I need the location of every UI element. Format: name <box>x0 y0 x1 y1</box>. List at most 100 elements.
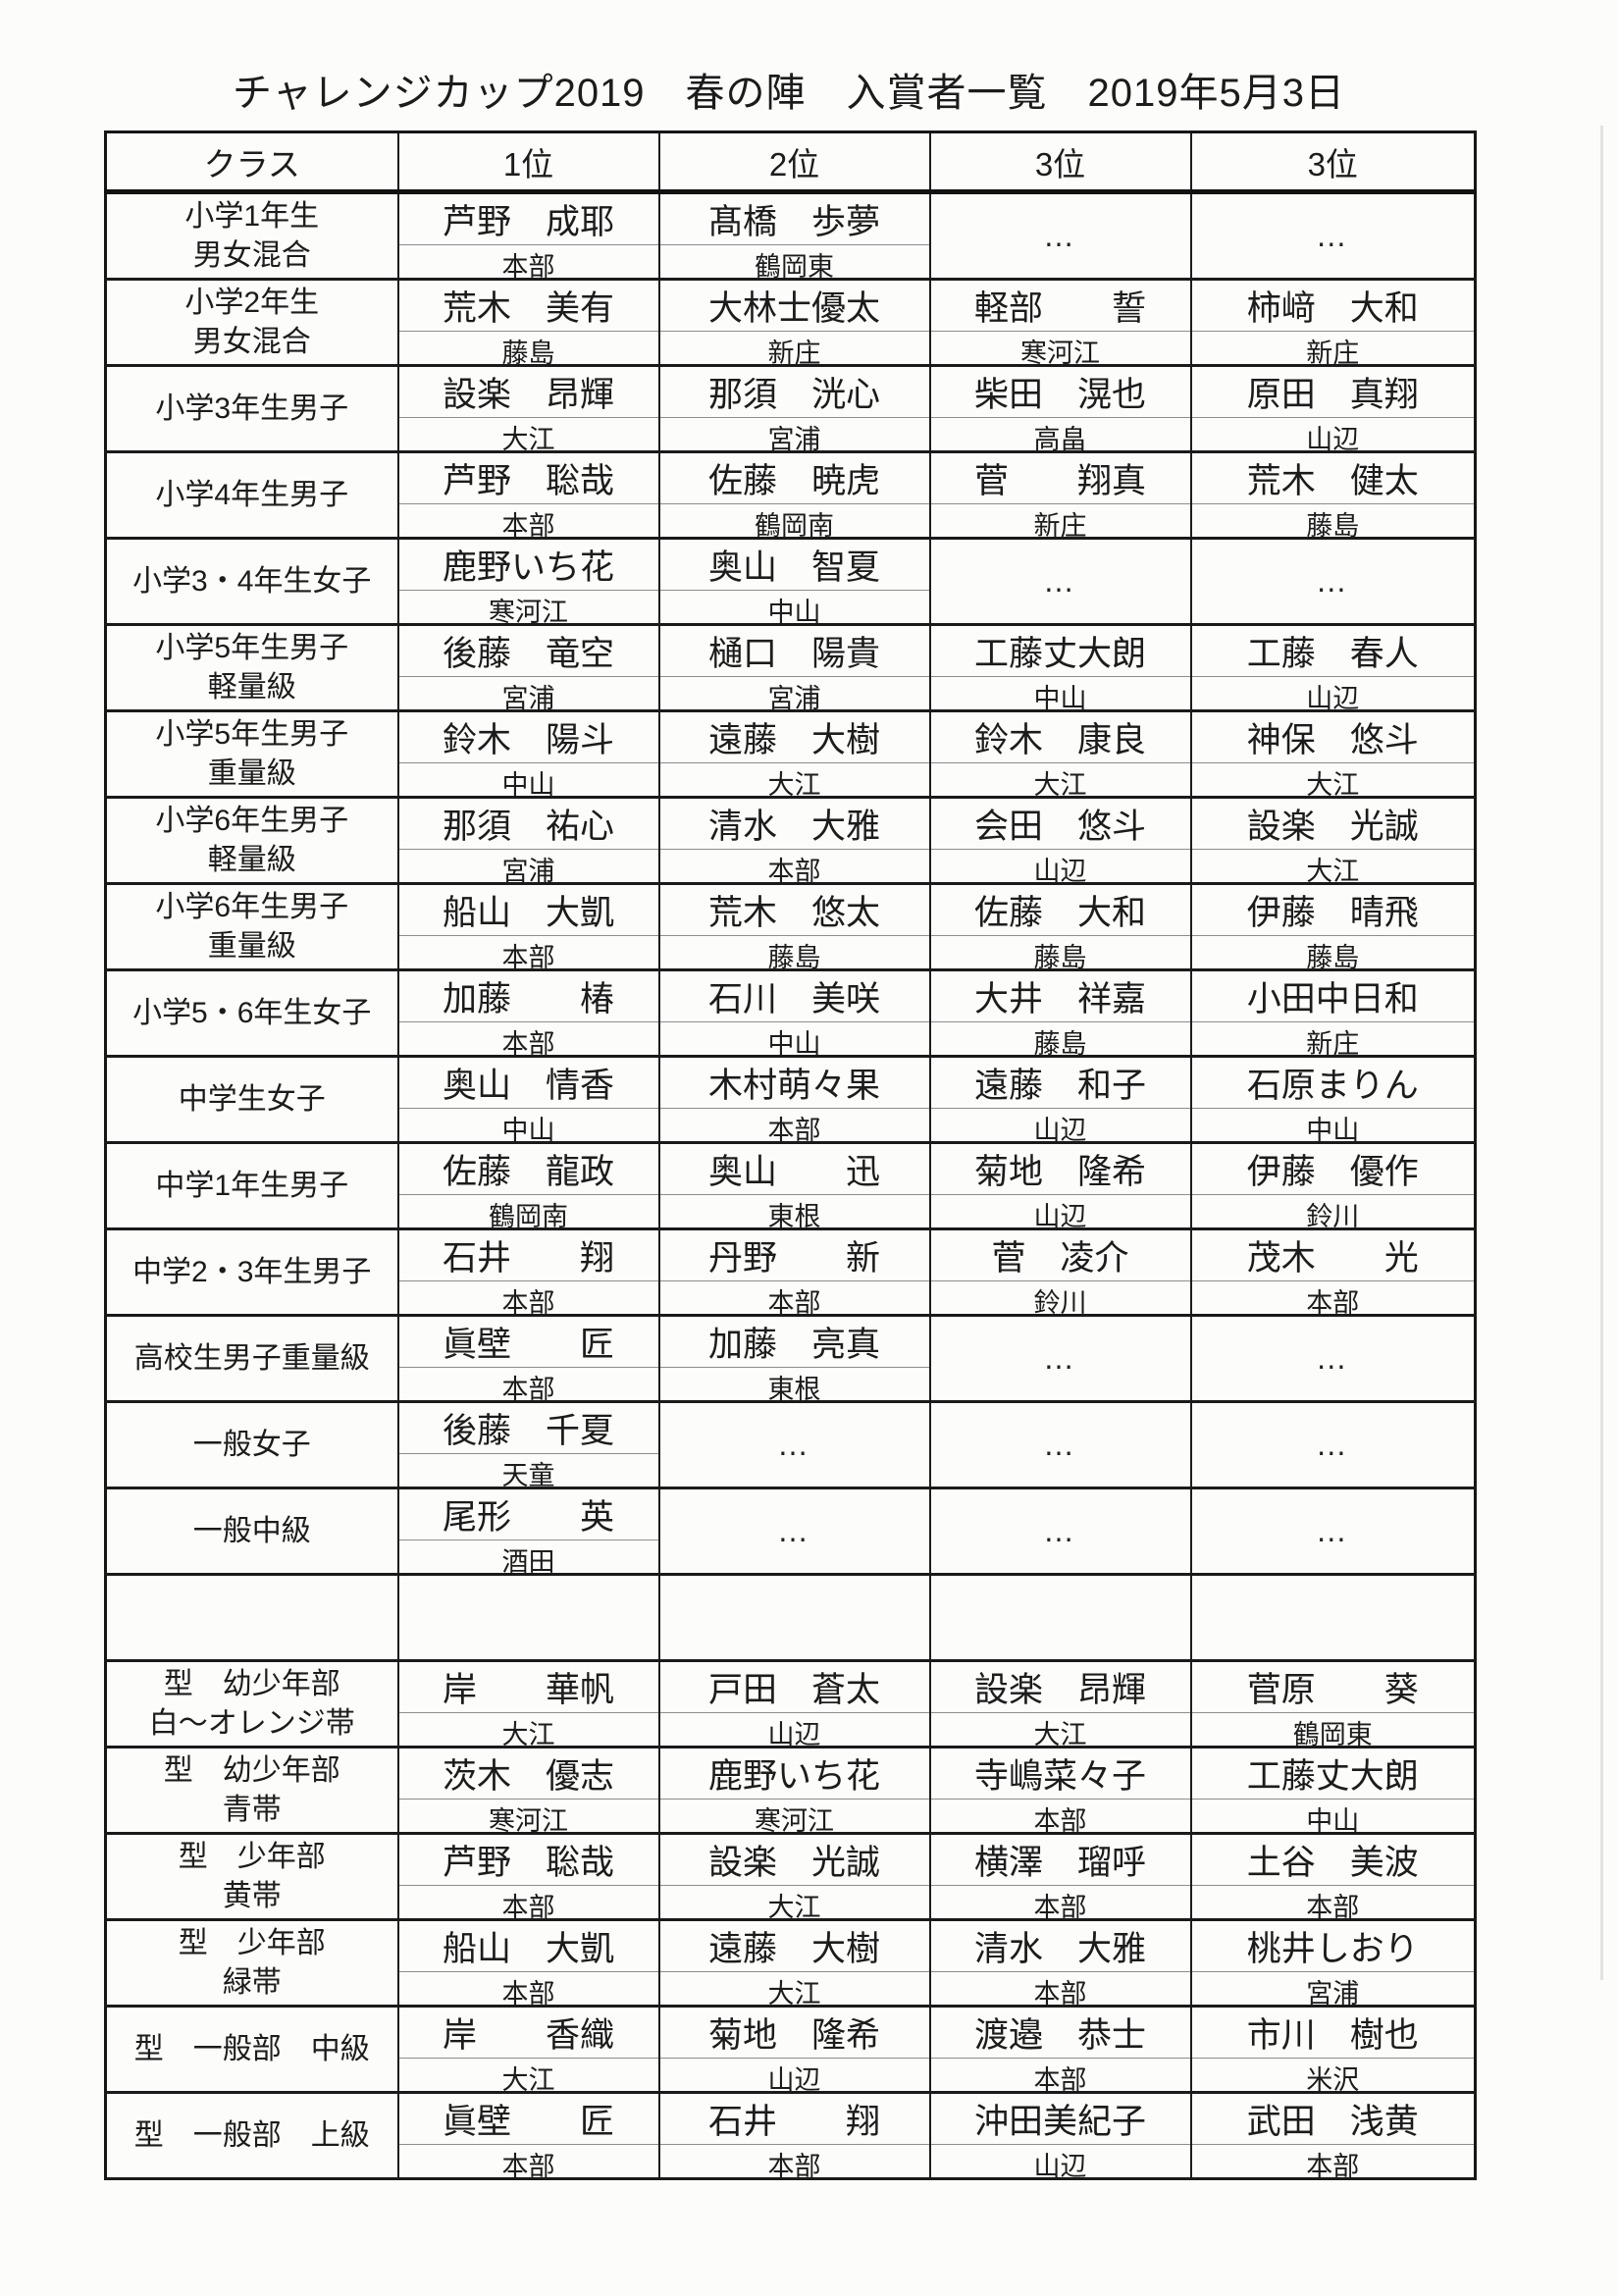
winner-name: 佐藤 暁虎 <box>659 453 929 504</box>
entry-cell: 戸田 蒼太 山辺 <box>657 1659 931 1749</box>
winner-name: 寺嶋菜々子 <box>930 1748 1190 1800</box>
winner-entry: 大林士優太 新庄 <box>659 281 929 368</box>
winner-club: 天童 <box>501 1461 555 1490</box>
class-label: 型 少年部 <box>178 1926 326 1959</box>
class-label: 小学4年生男子 <box>155 478 349 511</box>
table-row: 小学3年生男子 設楽 昂輝 大江 那須 洸心 宮浦 柴田 滉也 高畠 原田 真翔 山辺 <box>104 364 1477 454</box>
entry-cell <box>928 1573 1192 1662</box>
winner-entry: 渡邉 恭士 本部 <box>930 2008 1190 2095</box>
winner-club: 中山 <box>1033 684 1087 713</box>
class-cell: 小学3・4年生女子 <box>104 537 399 626</box>
winner-name: 大井 祥嘉 <box>930 971 1190 1022</box>
winner-club: 本部 <box>1306 2152 1360 2181</box>
entry-cell: 髙橋 歩夢 鶴岡東 <box>657 190 931 282</box>
winner-entry: 船山 大凱 本部 <box>398 885 658 972</box>
results-table: クラス 1位 2位 3位 3位 小学1年生 男女混合 芦野 成耶 本部 髙橋 歩夢 鶴岡東… <box>104 130 1477 2181</box>
winner-name: 岸 香織 <box>398 2008 658 2059</box>
winner-name: 茂木 光 <box>1191 1230 1474 1281</box>
table-header: クラス 1位 2位 3位 3位 <box>104 130 1477 194</box>
winner-name: 眞壁 匠 <box>398 1317 658 1368</box>
winner-club: 本部 <box>501 1375 555 1404</box>
winner-club: 宮浦 <box>767 425 821 454</box>
page-title: チャレンジカップ2019 春の陣 入賞者一覧 2019年5月3日 <box>232 72 1346 115</box>
winner-club: 宮浦 <box>501 857 555 886</box>
table-row: 高校生男子重量級 眞壁 匠本部 加藤 亮真 東根…… <box>104 1314 1477 1404</box>
class-cell: 小学6年生男子 重量級 <box>104 882 399 971</box>
winner-entry: 清水 大雅 本部 <box>930 1921 1190 2009</box>
winner-name: 沖田美紀子 <box>930 2094 1190 2145</box>
winner-entry: 工藤丈大朗 中山 <box>1191 1748 1474 1836</box>
winner-entry: 石井 翔本部 <box>659 2094 929 2181</box>
entry-cell: 那須 洸心 宮浦 <box>657 364 931 454</box>
winner-entry: 会田 悠斗 山辺 <box>930 799 1190 886</box>
winner-entry: 佐藤 暁虎 鶴岡南 <box>659 453 929 541</box>
winner-entry: 後藤 千夏 天童 <box>398 1403 658 1490</box>
winner-entry: 市川 樹也 米沢 <box>1191 2008 1474 2095</box>
winner-name: 船山 大凱 <box>398 885 658 936</box>
winner-entry: 石原まりん 中山 <box>1191 1058 1474 1145</box>
winner-entry: 眞壁 匠本部 <box>398 1317 658 1404</box>
entry-cell: 荒木 健太 藤島 <box>1189 450 1477 541</box>
class-cell: 小学4年生男子 <box>104 450 399 540</box>
winner-entry: 荒木 健太 藤島 <box>1191 453 1474 541</box>
winner-name: 佐藤 龍政 <box>398 1144 658 1195</box>
winner-club: 大江 <box>1033 770 1087 800</box>
winner-entry: 伊藤 晴飛 藤島 <box>1191 885 1474 972</box>
winner-name: 荒木 健太 <box>1191 453 1474 504</box>
entry-cell: 遠藤 和子 山辺 <box>928 1055 1192 1145</box>
winner-name: 清水 大雅 <box>659 799 929 850</box>
winner-entry: 工藤丈大朗 中山 <box>930 626 1190 713</box>
winner-entry: 芦野 聡哉 本部 <box>398 453 658 541</box>
table-row: 型 幼少年部 青帯 茨木 優志 寒河江 鹿野いち花 寒河江 寺嶋菜々子 本部 工藤丈大朗 中山 <box>104 1746 1477 1836</box>
table-row: 一般女子 後藤 千夏 天童……… <box>104 1400 1477 1490</box>
winner-name: 大林士優太 <box>659 281 929 332</box>
entry-cell: 加藤 椿本部 <box>396 968 660 1059</box>
winner-club: 本部 <box>501 1029 555 1059</box>
class-cell: 型 少年部 黄帯 <box>104 1832 399 1921</box>
class-label: 中学生女子 <box>178 1082 326 1116</box>
winner-entry: 遠藤 和子 山辺 <box>930 1058 1190 1145</box>
table-row: 型 一般部 上級 眞壁 匠本部 石井 翔本部 沖田美紀子 山辺 武田 浅黄 本部 <box>104 2091 1477 2181</box>
winner-club: 大江 <box>767 1979 821 2009</box>
header-cell-class: クラス <box>104 130 399 194</box>
winner-name: 菅 翔真 <box>930 453 1190 504</box>
class-cell: 型 少年部 緑帯 <box>104 1918 399 2008</box>
entry-cell: 菅原 葵鶴岡東 <box>1189 1659 1477 1749</box>
winner-name: 石原まりん <box>1191 1058 1474 1109</box>
winner-club: 本部 <box>767 1116 821 1145</box>
entry-cell: … <box>1189 1487 1477 1576</box>
entry-cell: … <box>928 1400 1192 1489</box>
no-entry-dots: … <box>777 1427 811 1462</box>
table-row: 小学1年生 男女混合 芦野 成耶 本部 髙橋 歩夢 鶴岡東…… <box>104 190 1477 282</box>
class-cell: 小学6年生男子 軽量級 <box>104 796 399 885</box>
winner-club: 山辺 <box>1306 684 1360 713</box>
entry-cell: 桃井しおり 宮浦 <box>1189 1918 1477 2009</box>
winner-name: 荒木 美有 <box>398 281 658 332</box>
class-label: 型 幼少年部 <box>163 1753 340 1787</box>
winner-club: 寒河江 <box>489 1806 568 1836</box>
entry-cell: … <box>1189 190 1477 281</box>
class-cell: 高校生男子重量級 <box>104 1314 399 1403</box>
winner-club: 本部 <box>767 857 821 886</box>
winner-club: 本部 <box>501 511 555 541</box>
entry-cell: 原田 真翔 山辺 <box>1189 364 1477 454</box>
entry-cell: 軽部 誓寒河江 <box>928 278 1192 368</box>
winner-entry: 菅 凌介 鈴川 <box>930 1230 1190 1318</box>
table-row: 小学5年生男子 軽量級 後藤 竜空 宮浦 樋口 陽貴 宮浦 工藤丈大朗 中山 工藤 春人 山辺 <box>104 623 1477 713</box>
winner-club: 本部 <box>1306 1893 1360 1922</box>
winner-club: 大江 <box>501 425 555 454</box>
winner-club: 山辺 <box>767 1720 821 1749</box>
table-row: 小学6年生男子 軽量級 那須 祐心 宮浦 清水 大雅 本部 会田 悠斗 山辺 設楽 光誠 大江 <box>104 796 1477 886</box>
entry-cell: 後藤 千夏 天童 <box>396 1400 660 1490</box>
winner-club: 米沢 <box>1306 2065 1360 2095</box>
winner-entry: 船山 大凱 本部 <box>398 1921 658 2009</box>
table-row: 一般中級 尾形 英酒田……… <box>104 1487 1477 1577</box>
winner-club: 本部 <box>767 2152 821 2181</box>
winner-club: 山辺 <box>1033 2152 1087 2181</box>
class-label: 型 一般部 上級 <box>133 2118 370 2152</box>
entry-cell: 船山 大凱 本部 <box>396 1918 660 2009</box>
entry-cell: 佐藤 暁虎 鶴岡南 <box>657 450 931 541</box>
entry-cell: 船山 大凱 本部 <box>396 882 660 972</box>
winner-entry: 桃井しおり 宮浦 <box>1191 1921 1474 2009</box>
